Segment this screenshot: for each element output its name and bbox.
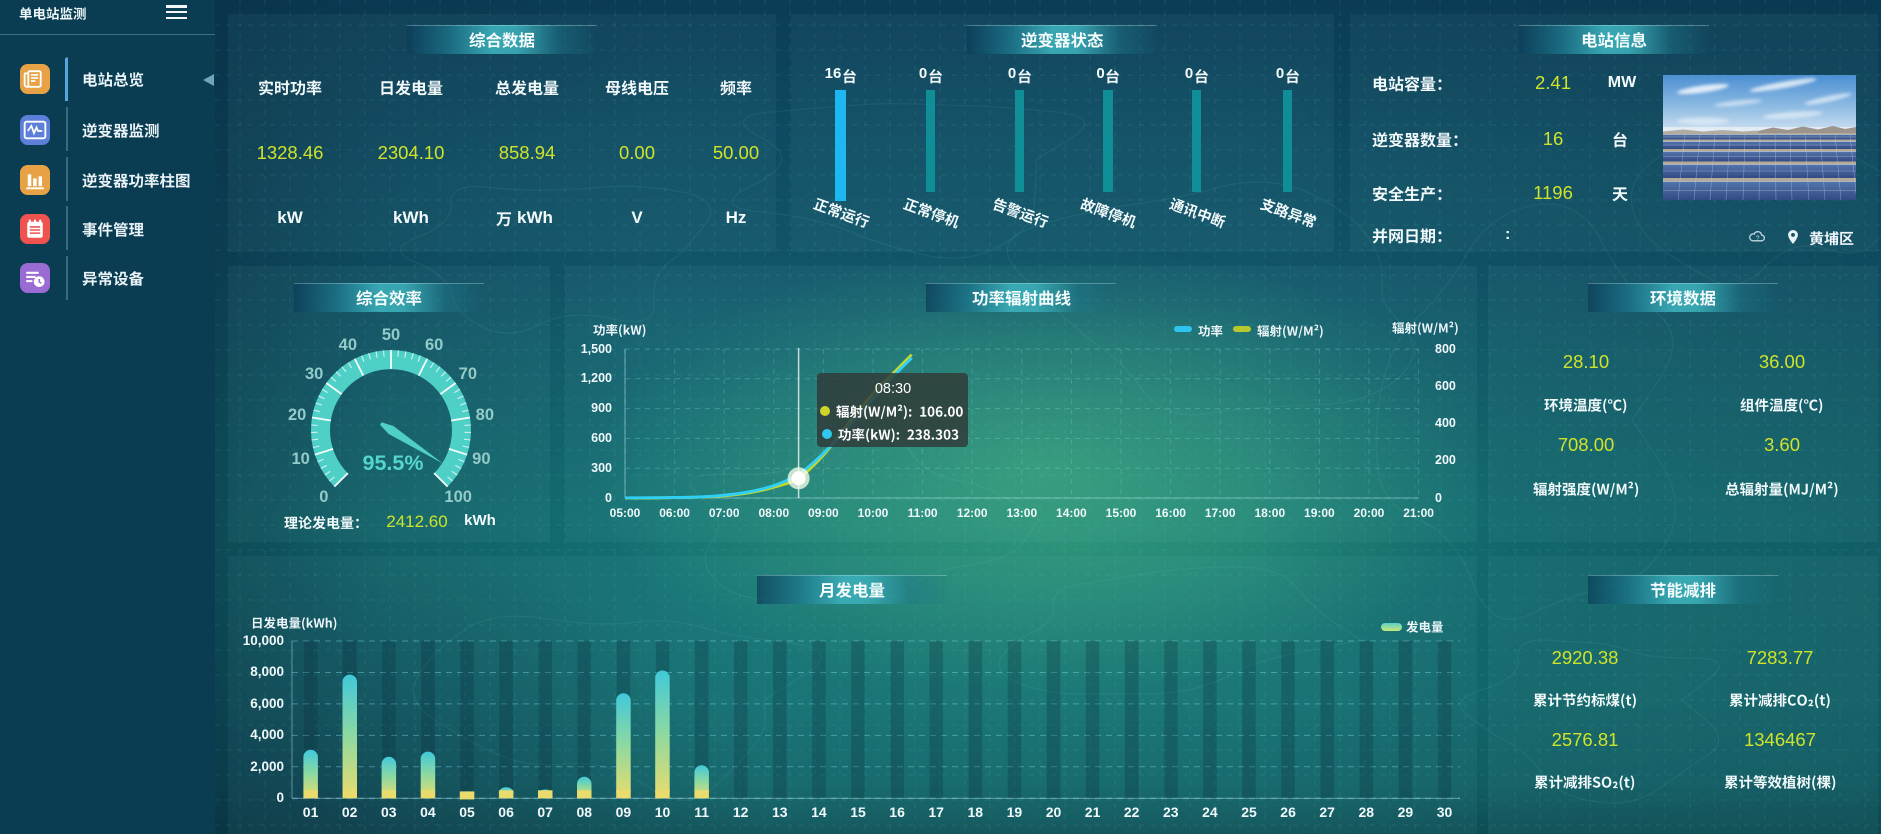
svg-text:?: ? — [1756, 235, 1760, 242]
